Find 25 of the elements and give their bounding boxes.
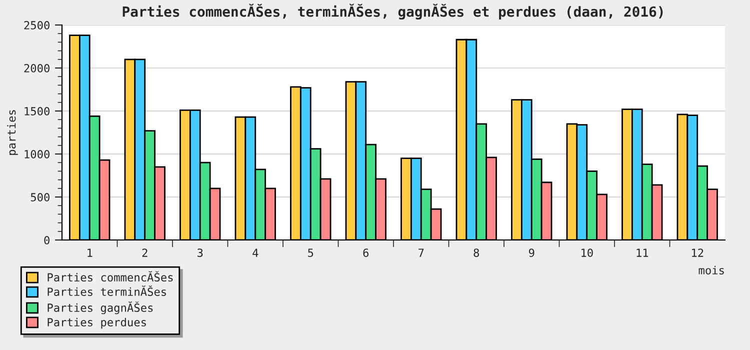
x-tick-label: 9 (528, 248, 534, 257)
x-tick-label: 10 (582, 248, 593, 257)
legend-label: Parties terminĂŠes (48, 285, 166, 296)
x-tick-label: 5 (308, 248, 314, 257)
x-tick-label: 11 (636, 248, 648, 257)
y-tick-label: 1000 (24, 150, 50, 158)
legend-label: Parties commencĂŠes (48, 271, 173, 282)
y-tick-label: 500 (30, 193, 50, 202)
x-tick-label: 1 (88, 248, 92, 257)
x-tick-label: 2 (142, 248, 148, 257)
y-axis-title: parties (7, 110, 18, 155)
y-tick-label: 1500 (24, 107, 50, 116)
legend-label: Parties gagnĂŠes (48, 301, 153, 314)
x-tick-label: 12 (692, 248, 704, 257)
y-tick-label: 0 (44, 236, 50, 244)
x-tick-label: 7 (418, 248, 424, 257)
legend-label: Parties perdues (48, 318, 146, 329)
y-tick-label: 2500 (24, 21, 50, 30)
x-tick-label: 4 (252, 248, 258, 257)
chart-title: Parties commencĂŠes, terminĂŠes, gagnĂŠes et perdues (daan, 2016) (122, 4, 663, 20)
y-tick-label: 2000 (24, 64, 50, 72)
x-tick-label: 8 (474, 248, 480, 257)
x-axis-title: mois (698, 266, 724, 274)
x-tick-label: 6 (363, 248, 368, 257)
x-tick-label: 3 (198, 248, 203, 257)
